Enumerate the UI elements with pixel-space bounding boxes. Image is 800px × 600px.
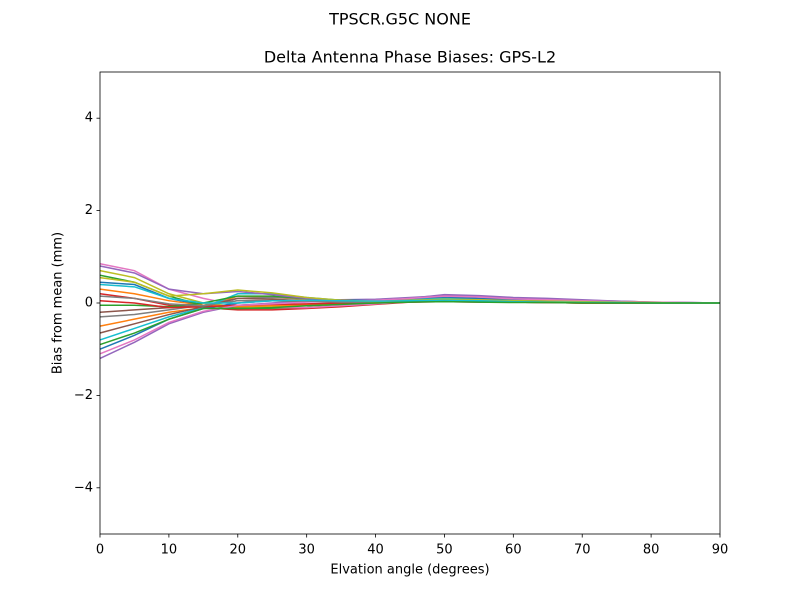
x-axis-label: Elvation angle (degrees) [330,563,489,578]
y-axis-label: Bias from mean (mm) [51,232,66,374]
x-tick-label: 0 [96,543,104,558]
x-tick-label: 70 [574,543,591,558]
x-tick-label: 30 [298,543,315,558]
suptitle: TPSCR.G5C NONE [328,10,471,29]
x-tick-label: 10 [161,543,178,558]
x-tick-label: 20 [230,543,247,558]
x-tick-label: 80 [643,543,660,558]
x-tick-label: 40 [367,543,384,558]
y-tick-label: 2 [85,203,93,218]
series-line [99,300,720,346]
axes-frame [99,71,721,535]
chart-title: Delta Antenna Phase Biases: GPS-L2 [264,48,556,67]
x-tick-label: 60 [505,543,522,558]
y-tick-label: 0 [85,296,93,311]
y-tick-label: −2 [74,388,93,403]
y-tick-label: −4 [74,480,93,495]
x-tick-label: 50 [436,543,453,558]
x-tick-label: 90 [712,543,729,558]
y-tick-label: 4 [85,111,93,126]
